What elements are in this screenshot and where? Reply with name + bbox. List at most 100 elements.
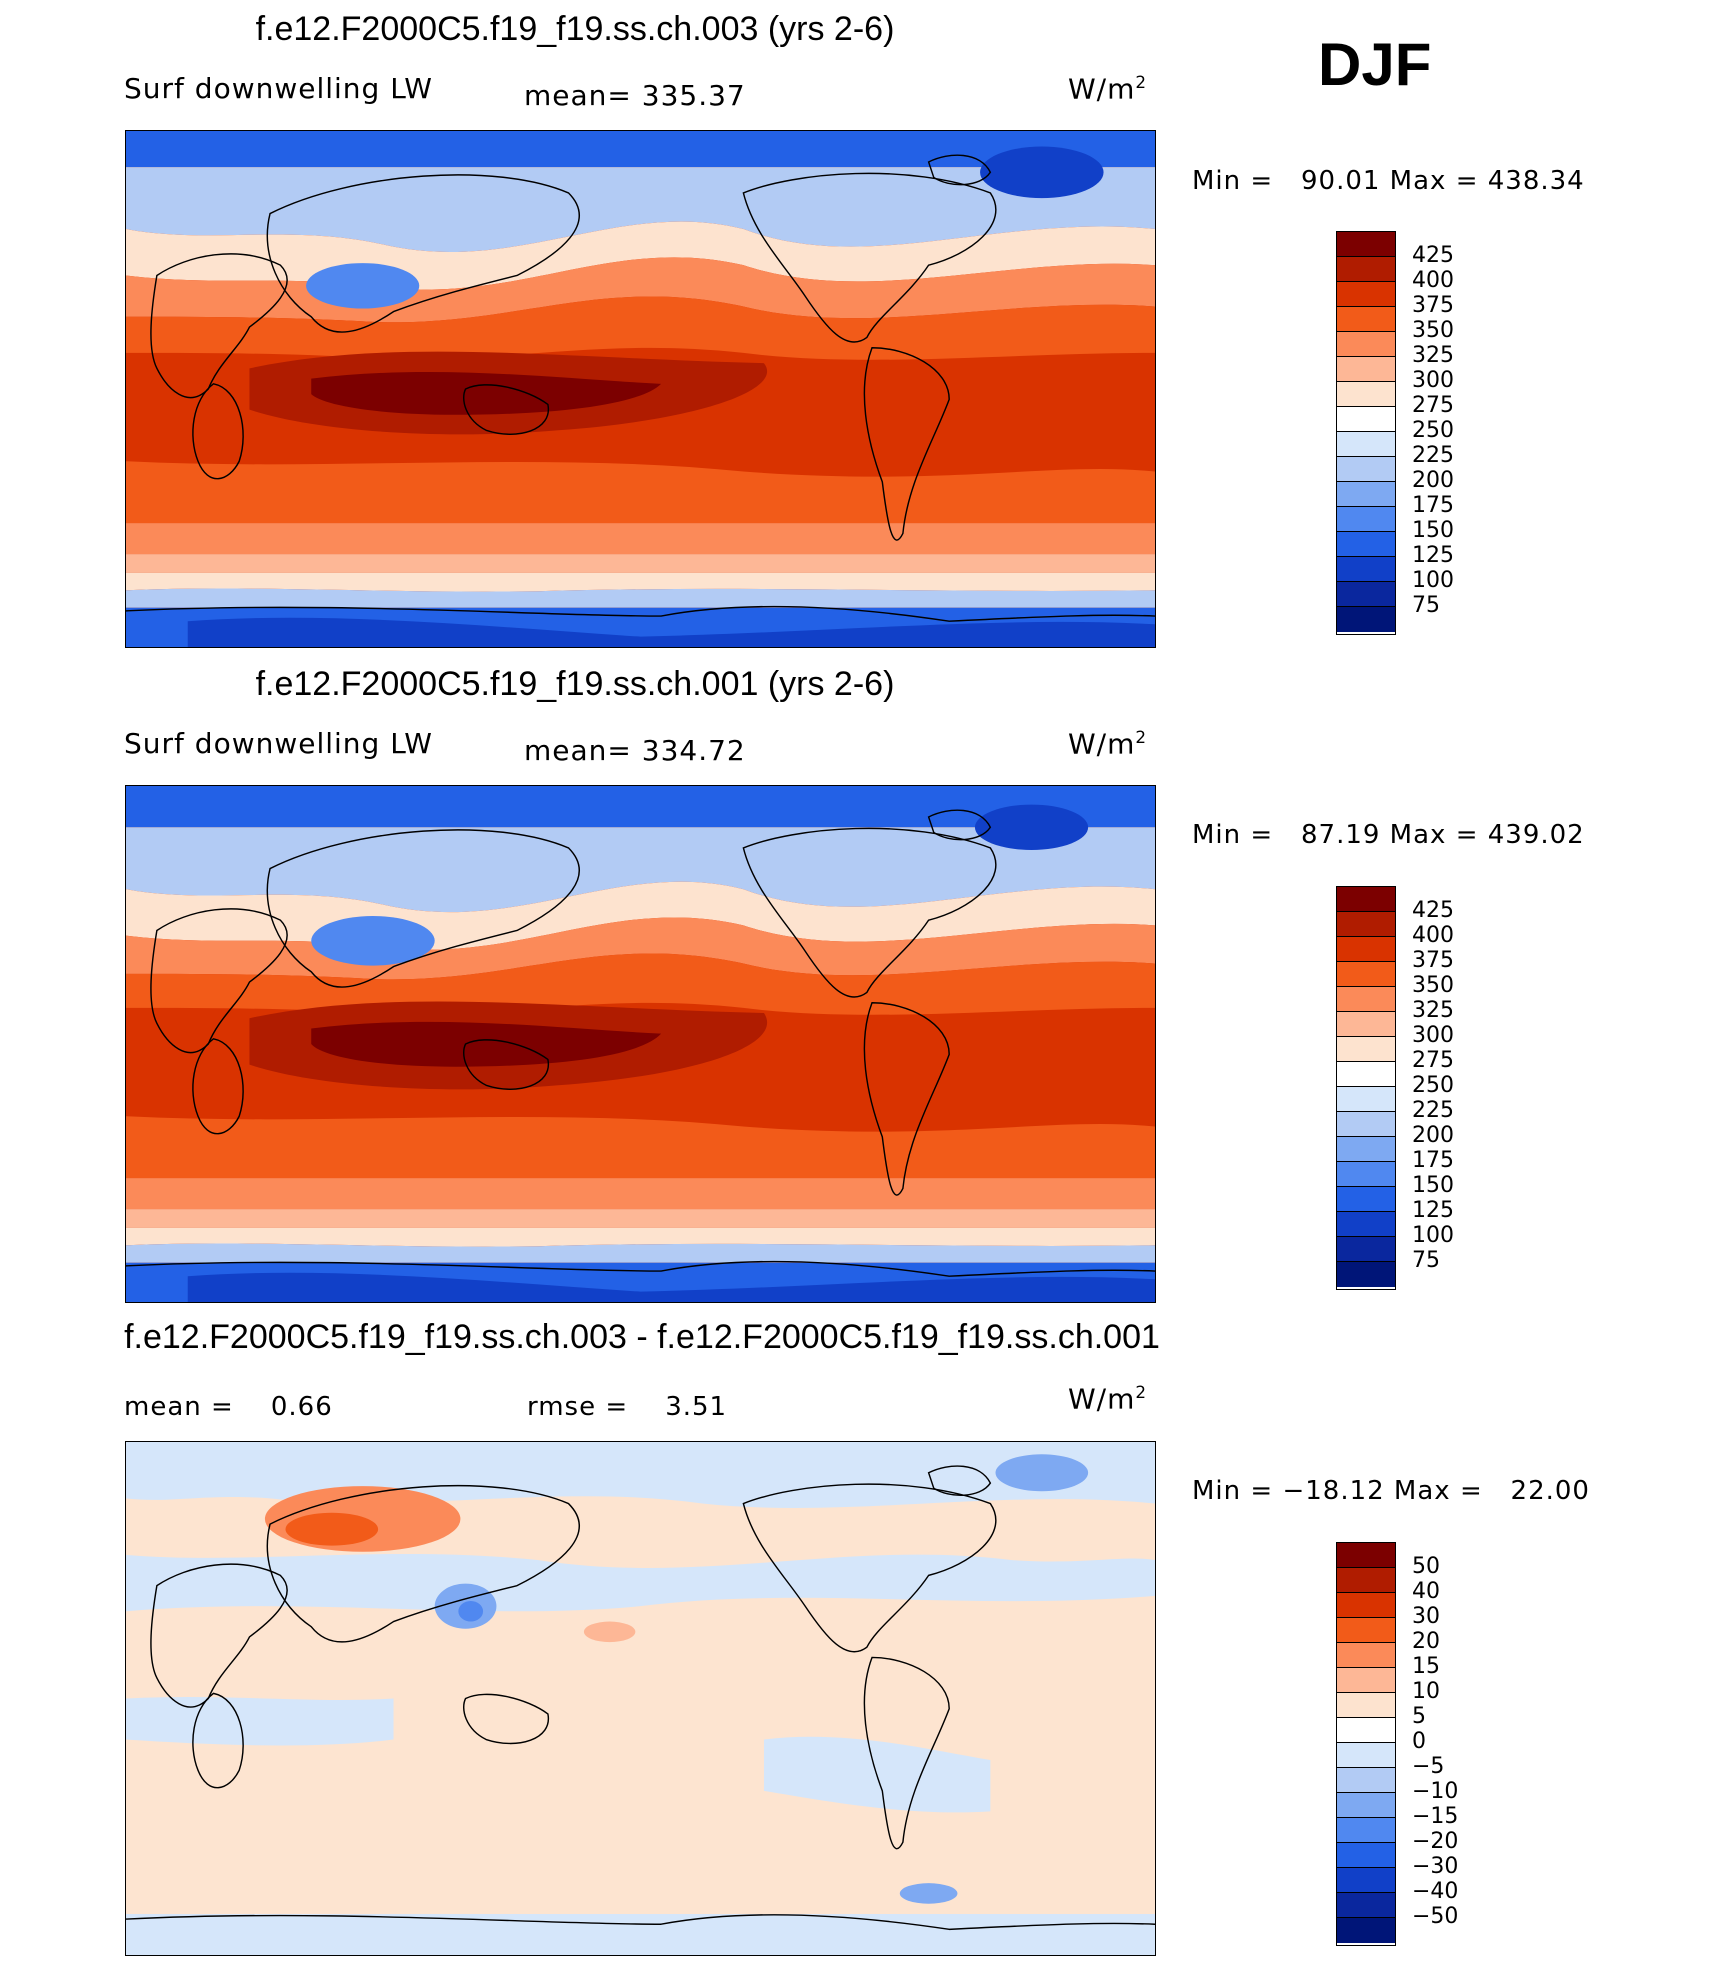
colorbar-swatch — [1337, 1187, 1395, 1212]
panel-2-map — [125, 785, 1156, 1303]
colorbar-swatch — [1337, 1543, 1395, 1568]
colorbar-swatch — [1337, 1162, 1395, 1187]
panel-2-variable-label: Surf downwelling LW — [124, 727, 433, 760]
panel-1-minmax: Min = 90.01 Max = 438.34 — [1192, 166, 1585, 196]
panel-1-units: W/m2 — [1068, 72, 1148, 106]
panel-1-colorbar-ticks: 425 400 375 350 325 300 275 250 225 200 175 150 125 1… — [1412, 243, 1454, 618]
colorbar-tick-label: 175 — [1412, 1148, 1454, 1173]
colorbar-swatch — [1337, 1062, 1395, 1087]
colorbar-swatch — [1337, 257, 1395, 282]
colorbar-swatch — [1337, 1918, 1395, 1943]
colorbar-swatch — [1337, 987, 1395, 1012]
colorbar-tick-label: 175 — [1412, 493, 1454, 518]
colorbar-tick-label: −40 — [1412, 1879, 1459, 1904]
colorbar-tick-label: 325 — [1412, 998, 1454, 1023]
colorbar-tick-label: 200 — [1412, 1123, 1454, 1148]
colorbar-tick-label: 150 — [1412, 518, 1454, 543]
colorbar-swatch — [1337, 1262, 1395, 1287]
colorbar-tick-label: 350 — [1412, 318, 1454, 343]
colorbar-tick-label: 125 — [1412, 1198, 1454, 1223]
panel-2-colorbar-ticks: 425 400 375 350 325 300 275 250 225 200 175 150 125 1… — [1412, 898, 1454, 1273]
panel-1-mean-label: mean= 335.37 — [524, 79, 746, 112]
colorbar-swatch — [1337, 607, 1395, 632]
colorbar-swatch — [1337, 1568, 1395, 1593]
colorbar-swatch — [1337, 1743, 1395, 1768]
panel-1-field — [126, 131, 1155, 647]
panel-3-mean-label: mean = 0.66 — [124, 1392, 333, 1422]
colorbar-swatch — [1337, 332, 1395, 357]
panel-3-minmax: Min = −18.12 Max = 22.00 — [1192, 1476, 1590, 1506]
colorbar-swatch — [1337, 232, 1395, 257]
colorbar-tick-label: 275 — [1412, 1048, 1454, 1073]
colorbar-swatch — [1337, 407, 1395, 432]
panel-1-title: f.e12.F2000C5.f19_f19.ss.ch.003 (yrs 2-6… — [255, 10, 895, 48]
colorbar-tick-label: 350 — [1412, 973, 1454, 998]
colorbar-swatch — [1337, 1693, 1395, 1718]
colorbar-tick-label: 10 — [1412, 1679, 1440, 1704]
colorbar-tick-label: 250 — [1412, 1073, 1454, 1098]
colorbar-tick-label: 20 — [1412, 1629, 1440, 1654]
panel-2-field — [126, 786, 1155, 1302]
colorbar-tick-label: 200 — [1412, 468, 1454, 493]
colorbar-tick-label: 375 — [1412, 948, 1454, 973]
colorbar-swatch — [1337, 1618, 1395, 1643]
colorbar-swatch — [1337, 912, 1395, 937]
panel-2-colorbar — [1336, 886, 1396, 1290]
colorbar-tick-label: −10 — [1412, 1779, 1459, 1804]
panel-3-colorbar-ticks: 50 40 30 20 15 10 5 0 −5 −10 −15 −20 −30 −40 −50 — [1412, 1554, 1458, 1929]
colorbar-tick-label: −5 — [1412, 1754, 1445, 1779]
panel-2-units: W/m2 — [1068, 727, 1148, 761]
colorbar-swatch — [1337, 307, 1395, 332]
colorbar-tick-label: 275 — [1412, 393, 1454, 418]
colorbar-tick-label: 75 — [1412, 593, 1440, 618]
colorbar-swatch — [1337, 1137, 1395, 1162]
colorbar-swatch — [1337, 1768, 1395, 1793]
colorbar-tick-label: −30 — [1412, 1854, 1459, 1879]
colorbar-tick-label: −50 — [1412, 1904, 1459, 1929]
colorbar-tick-label: 400 — [1412, 268, 1454, 293]
colorbar-tick-label: 300 — [1412, 368, 1454, 393]
colorbar-swatch — [1337, 1893, 1395, 1918]
colorbar-tick-label: 225 — [1412, 1098, 1454, 1123]
colorbar-swatch — [1337, 962, 1395, 987]
colorbar-tick-label: −20 — [1412, 1829, 1459, 1854]
colorbar-swatch — [1337, 1087, 1395, 1112]
colorbar-swatch — [1337, 1012, 1395, 1037]
colorbar-tick-label: 50 — [1412, 1554, 1440, 1579]
colorbar-swatch — [1337, 1212, 1395, 1237]
colorbar-tick-label: 150 — [1412, 1173, 1454, 1198]
colorbar-swatch — [1337, 1643, 1395, 1668]
season-label: DJF — [1318, 31, 1432, 98]
colorbar-swatch — [1337, 357, 1395, 382]
colorbar-swatch — [1337, 1843, 1395, 1868]
colorbar-swatch — [1337, 1818, 1395, 1843]
colorbar-tick-label: 15 — [1412, 1654, 1440, 1679]
panel-1-colorbar — [1336, 231, 1396, 635]
colorbar-tick-label: 325 — [1412, 343, 1454, 368]
colorbar-swatch — [1337, 1668, 1395, 1693]
colorbar-swatch — [1337, 1037, 1395, 1062]
panel-1-variable-label: Surf downwelling LW — [124, 72, 433, 105]
colorbar-tick-label: 425 — [1412, 898, 1454, 923]
colorbar-swatch — [1337, 457, 1395, 482]
colorbar-tick-label: 125 — [1412, 543, 1454, 568]
panel-1-map — [125, 130, 1156, 648]
colorbar-swatch — [1337, 532, 1395, 557]
colorbar-swatch — [1337, 557, 1395, 582]
colorbar-swatch — [1337, 887, 1395, 912]
colorbar-tick-label: 375 — [1412, 293, 1454, 318]
colorbar-swatch — [1337, 282, 1395, 307]
colorbar-tick-label: 75 — [1412, 1248, 1440, 1273]
panel-3-units: W/m2 — [1068, 1382, 1148, 1416]
colorbar-swatch — [1337, 382, 1395, 407]
colorbar-swatch — [1337, 482, 1395, 507]
colorbar-tick-label: 225 — [1412, 443, 1454, 468]
colorbar-swatch — [1337, 1793, 1395, 1818]
panel-2-title: f.e12.F2000C5.f19_f19.ss.ch.001 (yrs 2-6… — [255, 665, 895, 703]
colorbar-tick-label: 400 — [1412, 923, 1454, 948]
colorbar-tick-label: 250 — [1412, 418, 1454, 443]
colorbar-swatch — [1337, 432, 1395, 457]
colorbar-swatch — [1337, 582, 1395, 607]
colorbar-tick-label: 425 — [1412, 243, 1454, 268]
panel-2-minmax: Min = 87.19 Max = 439.02 — [1192, 820, 1585, 850]
